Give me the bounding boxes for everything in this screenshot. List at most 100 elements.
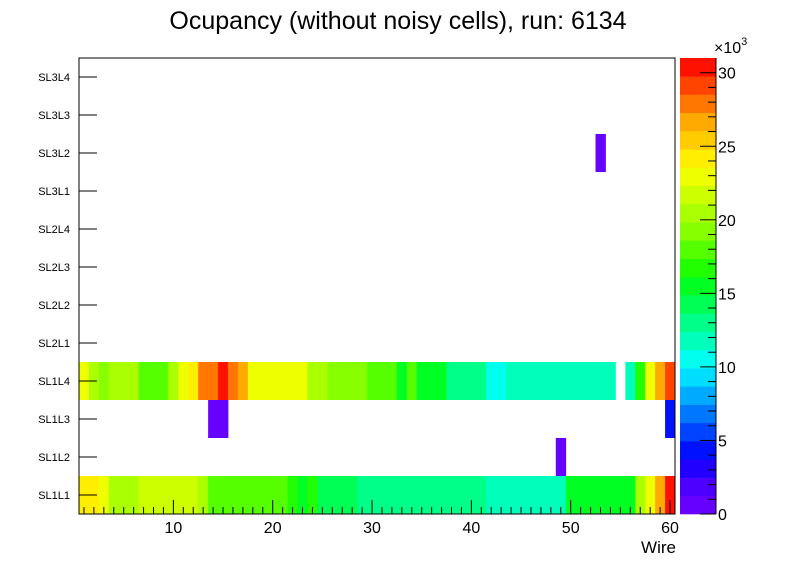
y-tick-label-sl1l2: SL1L2 bbox=[38, 452, 70, 464]
palette-swatch-21 bbox=[680, 112, 716, 132]
z-tick-label-0: 0 bbox=[718, 507, 727, 524]
heatmap-cell-sl1l1-wire-36 bbox=[426, 476, 437, 514]
heatmap-cell-sl1l1-wire-22 bbox=[287, 476, 298, 514]
palette-swatch-9 bbox=[680, 331, 716, 351]
x-tick-label-10: 10 bbox=[164, 520, 182, 537]
palette-swatch-1 bbox=[680, 477, 716, 497]
heatmap-cell-sl1l1-wire-30 bbox=[367, 476, 378, 514]
heatmap-cell-sl1l4-wire-52 bbox=[585, 362, 596, 400]
y-tick-label-sl3l1: SL3L1 bbox=[38, 186, 70, 198]
heatmap-cell-sl1l4-wire-25 bbox=[317, 362, 328, 400]
heatmap-cell-sl1l3-wire-60 bbox=[665, 400, 676, 438]
heatmap-cell-sl1l1-wire-35 bbox=[416, 476, 428, 514]
heatmap-cell-sl1l1-wire-12 bbox=[188, 476, 199, 514]
heatmap-cell-sl1l1-wire-24 bbox=[307, 476, 318, 514]
heatmap-cell-sl1l4-wire-15 bbox=[218, 362, 229, 400]
heatmap-cell-sl1l4-wire-24 bbox=[307, 362, 318, 400]
heatmap-cell-sl1l1-wire-20 bbox=[267, 476, 279, 514]
heatmap-cell-sl1l4-wire-43 bbox=[496, 362, 507, 400]
z-axis-multiplier: ×103 bbox=[714, 36, 747, 57]
color-palette bbox=[680, 58, 716, 515]
heatmap-cell-sl1l2-wire-49 bbox=[555, 438, 567, 476]
heatmap-cell-sl1l1-wire-11 bbox=[178, 476, 189, 514]
heatmap-cell-sl1l4-wire-28 bbox=[347, 362, 358, 400]
heatmap-cell-sl1l4-wire-26 bbox=[327, 362, 338, 400]
heatmap-cell-sl1l1-wire-39 bbox=[456, 476, 467, 514]
heatmap-cell-sl1l1-wire-16 bbox=[228, 476, 239, 514]
chart-title: Ocupancy (without noisy cells), run: 613… bbox=[169, 7, 626, 35]
heatmap-cell-sl1l1-wire-26 bbox=[327, 476, 338, 514]
heatmap-cell-sl1l4-wire-27 bbox=[337, 362, 348, 400]
z-axis: 0 5 10 15 20 25 30 bbox=[700, 58, 736, 524]
heatmap-cell-sl1l1-wire-58 bbox=[645, 476, 656, 514]
heatmap-cell-sl1l4-wire-37 bbox=[436, 362, 447, 400]
heatmap-cell-sl1l1-wire-55 bbox=[615, 476, 626, 514]
heatmap-cell-sl1l4-wire-9 bbox=[158, 362, 169, 400]
heatmap-cell-sl1l4-wire-50 bbox=[565, 362, 577, 400]
z-tick-label-20: 20 bbox=[718, 213, 736, 230]
palette-swatch-10 bbox=[680, 313, 716, 332]
heatmap-cell-sl1l1-wire-7 bbox=[138, 476, 149, 514]
heatmap-cell-sl1l1-wire-19 bbox=[257, 476, 269, 514]
y-tick-label-sl2l4: SL2L4 bbox=[38, 224, 70, 236]
heatmap-cell-sl1l4-wire-45 bbox=[516, 362, 527, 400]
palette-swatch-20 bbox=[680, 130, 716, 150]
heatmap-cell-sl1l4-wire-10 bbox=[168, 362, 179, 400]
heatmap-cell-sl1l4-wire-41 bbox=[476, 362, 487, 400]
heatmap-cell-sl1l4-wire-35 bbox=[416, 362, 428, 400]
y-tick-label-sl2l3: SL2L3 bbox=[38, 262, 70, 274]
heatmap-cell-sl1l1-wire-31 bbox=[377, 476, 388, 514]
heatmap-cell-sl1l1-wire-51 bbox=[575, 476, 586, 514]
heatmap-cell-sl1l3-wire-15 bbox=[218, 400, 229, 438]
heatmap-cell-sl1l1-wire-8 bbox=[148, 476, 159, 514]
palette-swatch-24 bbox=[680, 58, 716, 77]
palette-swatch-14 bbox=[680, 240, 716, 259]
heatmap-cell-sl1l4-wire-36 bbox=[426, 362, 437, 400]
heatmap-cell-sl1l1-wire-48 bbox=[545, 476, 557, 514]
heatmap-cell-sl1l4-wire-6 bbox=[128, 362, 139, 400]
heatmap-cell-sl1l1-wire-27 bbox=[337, 476, 348, 514]
palette-swatch-6 bbox=[680, 386, 716, 405]
heatmap-cell-sl1l1-wire-18 bbox=[247, 476, 259, 514]
y-tick-label-sl1l3: SL1L3 bbox=[38, 414, 70, 426]
heatmap-cell-sl1l4-wire-8 bbox=[148, 362, 159, 400]
palette-swatch-13 bbox=[680, 258, 716, 278]
heatmap-cell-sl1l1-wire-43 bbox=[496, 476, 507, 514]
heatmap-cell-sl1l4-wire-60 bbox=[665, 362, 676, 400]
heatmap-cell-sl1l3-wire-14 bbox=[208, 400, 219, 438]
heatmap-cell-sl1l4-wire-12 bbox=[188, 362, 199, 400]
heatmap-cell-sl1l4-wire-22 bbox=[287, 362, 298, 400]
heatmap-cell-sl1l4-wire-13 bbox=[198, 362, 209, 400]
palette-swatch-5 bbox=[680, 404, 716, 424]
heatmap-cell-sl1l4-wire-11 bbox=[178, 362, 189, 400]
heatmap-cell-sl1l4-wire-16 bbox=[228, 362, 239, 400]
heatmap-cell-sl1l4-wire-34 bbox=[406, 362, 418, 400]
heatmap-cell-sl1l4-wire-29 bbox=[357, 362, 368, 400]
y-tick-label-sl3l2: SL3L2 bbox=[38, 148, 70, 160]
heatmap-cell-sl1l4-wire-42 bbox=[486, 362, 497, 400]
palette-swatch-12 bbox=[680, 276, 716, 296]
palette-swatch-2 bbox=[680, 459, 716, 478]
heatmap-cell-sl1l1-wire-33 bbox=[396, 476, 408, 514]
heatmap-cell-sl1l1-wire-41 bbox=[476, 476, 487, 514]
z-tick-label-5: 5 bbox=[718, 433, 727, 450]
z-tick-label-10: 10 bbox=[718, 360, 736, 377]
heatmap-cell-sl1l1-wire-34 bbox=[406, 476, 418, 514]
heatmap-cell-sl1l1-wire-60 bbox=[665, 476, 676, 514]
heatmap-cell-sl1l1-wire-53 bbox=[595, 476, 606, 514]
heatmap-cell-sl1l1-wire-52 bbox=[585, 476, 596, 514]
heatmap-cell-sl1l1-wire-54 bbox=[605, 476, 616, 514]
heatmap-cell-sl1l1-wire-29 bbox=[357, 476, 368, 514]
heatmap-cell-sl1l4-wire-18 bbox=[247, 362, 259, 400]
heatmap-cell-sl1l4-wire-30 bbox=[367, 362, 378, 400]
palette-swatch-11 bbox=[680, 295, 716, 314]
heatmap-cell-sl1l4-wire-4 bbox=[108, 362, 120, 400]
heatmap-cell-sl1l1-wire-3 bbox=[98, 476, 110, 514]
heatmap-cell-sl1l4-wire-32 bbox=[386, 362, 398, 400]
heatmap-cell-sl1l4-wire-23 bbox=[297, 362, 308, 400]
heatmap-cell-sl1l4-wire-33 bbox=[396, 362, 408, 400]
heatmap-cell-sl1l1-wire-56 bbox=[625, 476, 636, 514]
heatmap-cell-sl1l1-wire-42 bbox=[486, 476, 497, 514]
heatmap-cell-sl1l4-wire-21 bbox=[277, 362, 288, 400]
